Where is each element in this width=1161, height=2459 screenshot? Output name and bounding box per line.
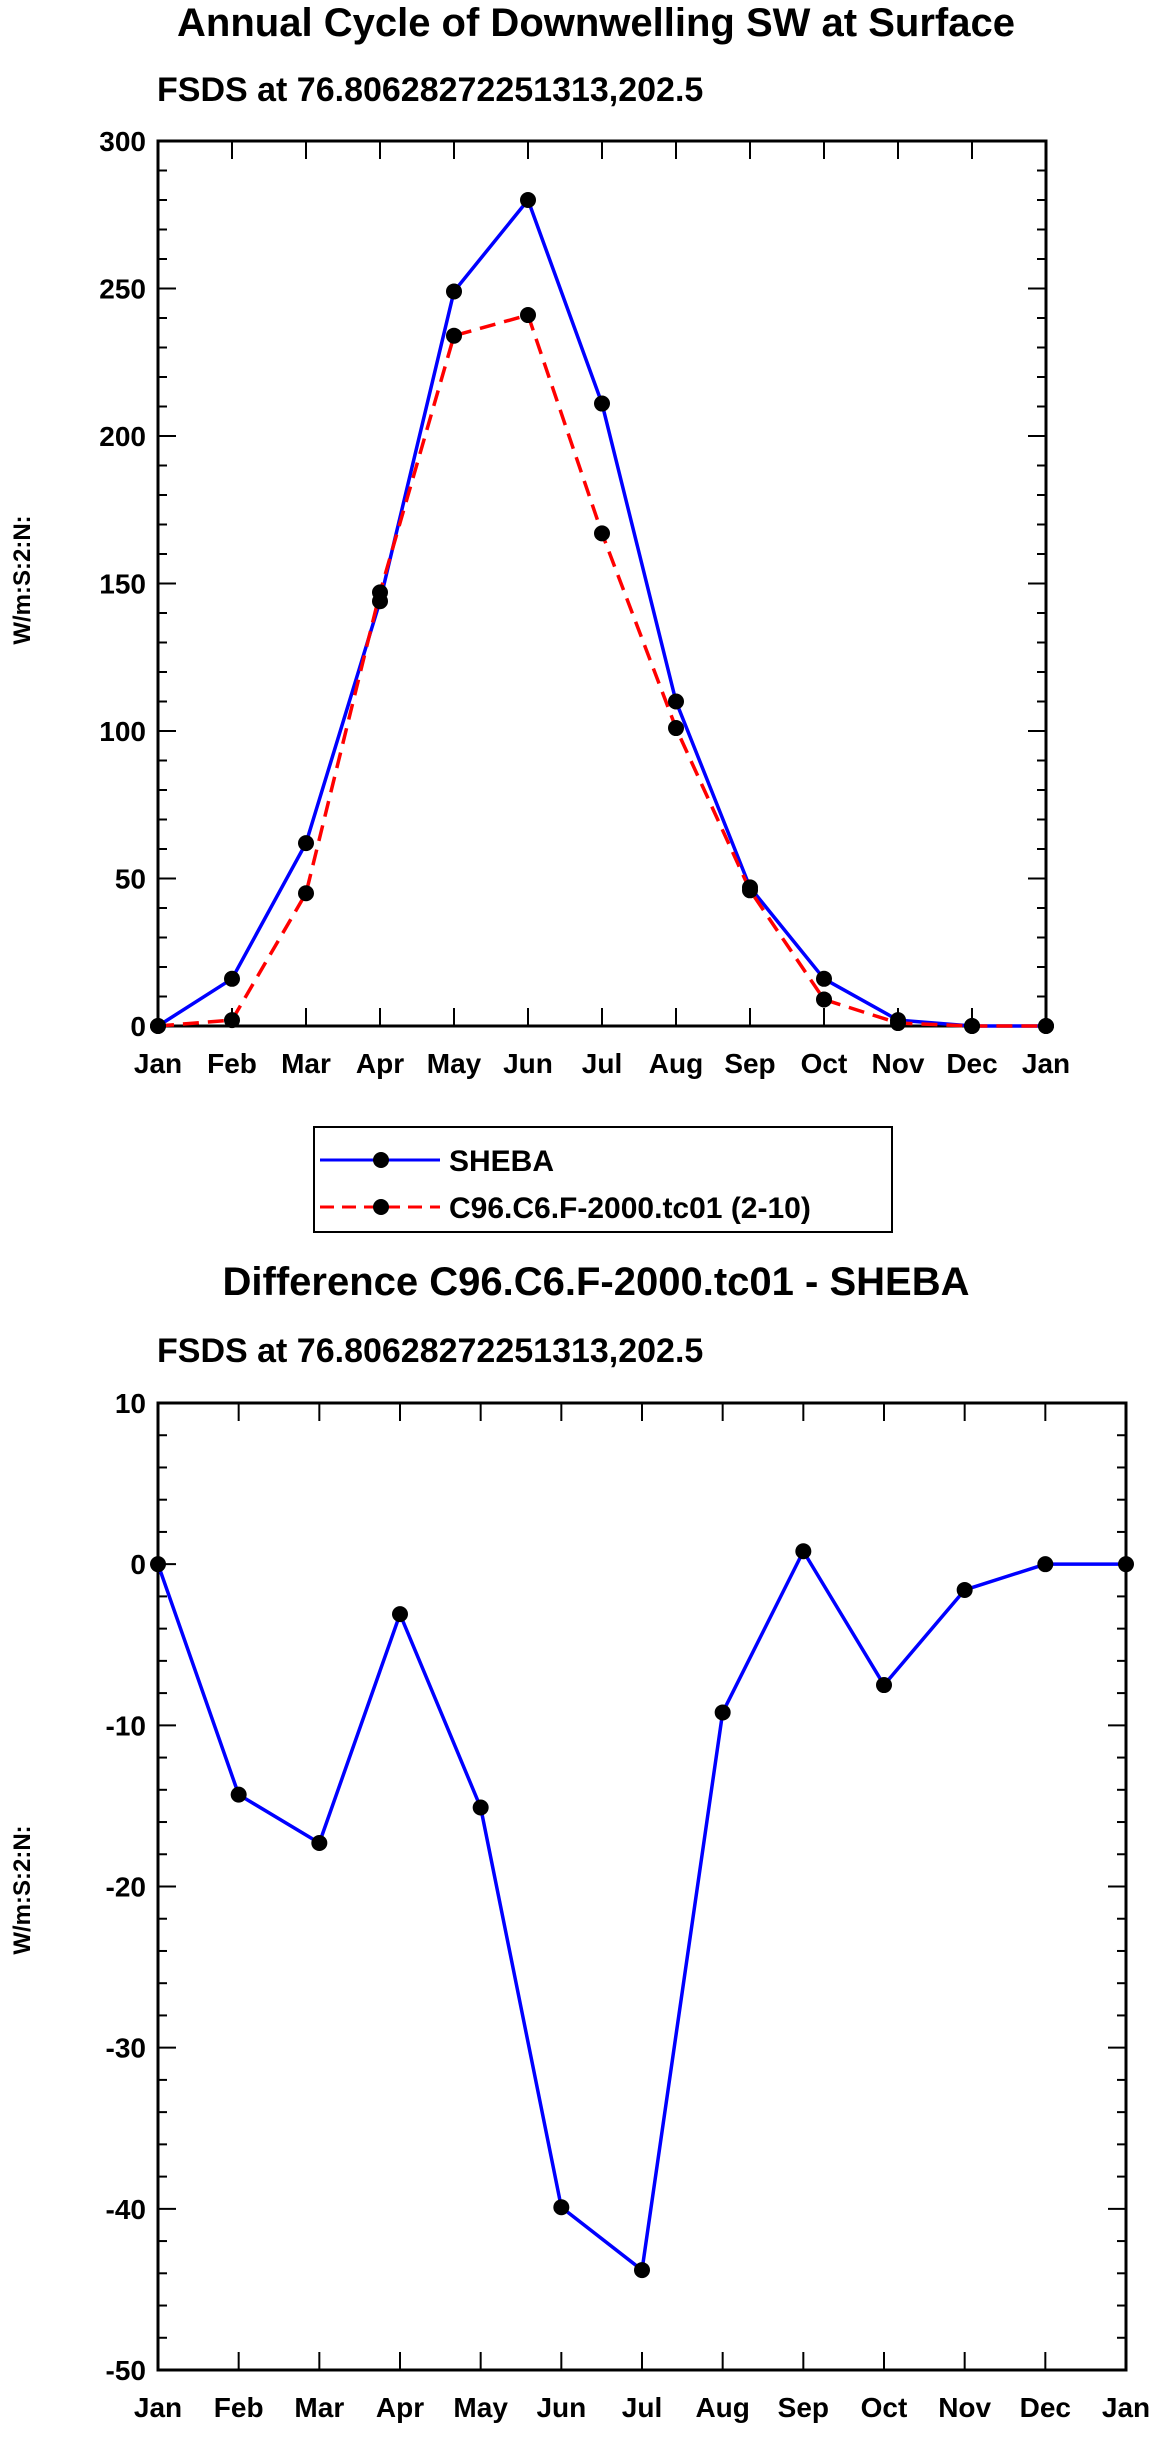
bottom-y-tick-label: -10	[106, 1710, 146, 1741]
top-plot-frame	[156, 139, 1048, 1028]
bottom-series-0-point	[311, 1834, 328, 1851]
top-series-1-point	[594, 525, 610, 542]
top-y-tick-label: 300	[99, 126, 146, 157]
top-series-0-point	[298, 835, 314, 852]
bottom-x-tick-label: Nov	[938, 2392, 991, 2423]
top-y-tick-label: 150	[99, 569, 146, 600]
bottom-x-tick-label: May	[453, 2392, 508, 2423]
bottom-x-tick-label: Apr	[376, 2392, 424, 2423]
bottom-chart-subtitle: FSDS at 76.80628272251313,202.5	[157, 1332, 703, 1370]
top-series-0-point	[446, 283, 462, 300]
bottom-x-tick-label: Dec	[1020, 2392, 1071, 2423]
top-plot-area: 0 50 100 150 200 250 300 Jan Feb Mar Apr May Jun Jul A…	[99, 126, 1070, 1079]
legend-sheba-marker	[373, 1152, 389, 1168]
top-x-tick-label: Nov	[872, 1048, 925, 1079]
bottom-plot-area: -50 -40 -30 -20 -10 0 10 Jan Feb Mar Apr May Jun Jul A…	[106, 1388, 1151, 2423]
top-series-1-point	[446, 327, 462, 344]
top-series-1-point	[1038, 1018, 1054, 1034]
bottom-x-tick-label: Jan	[1102, 2392, 1150, 2423]
legend-box	[313, 1126, 893, 1233]
top-chart-ylabel: W/m:S:2:N:	[9, 515, 36, 644]
top-chart-title: Annual Cycle of Downwelling SW at Surfac…	[177, 1, 1015, 45]
top-x-tick-label: Sep	[724, 1048, 775, 1079]
top-series-1-point	[150, 1018, 166, 1034]
bottom-series-0-point	[1037, 1556, 1054, 1573]
top-y-tick-label: 200	[99, 421, 146, 452]
legend: SHEBA C96.C6.F-2000.tc01 (2-10)	[313, 1126, 893, 1233]
bottom-series-0-point	[876, 1677, 892, 1694]
top-chart-subtitle: FSDS at 76.80628272251313,202.5	[157, 71, 703, 109]
top-x-tick-label: May	[427, 1048, 482, 1079]
top-x-tick-label: Feb	[207, 1048, 257, 1079]
top-x-tick-label: Oct	[801, 1048, 848, 1079]
top-series-1-point	[742, 882, 758, 899]
bottom-plot-frame	[156, 1401, 1128, 2372]
top-series-1-point	[224, 1012, 240, 1029]
top-chart: Annual Cycle of Downwelling SW at Surfac…	[9, 1, 1070, 1079]
bottom-y-tick-label: -20	[106, 1872, 146, 1903]
bottom-series-0-point	[392, 1606, 408, 1623]
bottom-series-0-point	[230, 1786, 247, 1803]
legend-sheba-label: SHEBA	[449, 1145, 554, 1178]
bottom-series-0-point	[956, 1581, 973, 1598]
bottom-chart-title: Difference C96.C6.F-2000.tc01 - SHEBA	[223, 1260, 970, 1304]
top-series-0-point	[594, 395, 610, 412]
bottom-x-tick-label: Sep	[778, 2392, 829, 2423]
top-series-1-point	[890, 1015, 906, 1032]
legend-model-label: C96.C6.F-2000.tc01 (2-10)	[449, 1192, 811, 1225]
bottom-series-0-point	[150, 1556, 166, 1573]
top-series-0-point	[224, 970, 240, 987]
top-series-1-point	[298, 885, 314, 902]
top-series-1-point	[964, 1018, 980, 1034]
top-series-line-1	[157, 313, 1046, 1028]
bottom-x-tick-label: Jul	[622, 2392, 662, 2423]
top-x-tick-label: Dec	[946, 1048, 997, 1079]
top-y-tick-label: 0	[130, 1011, 146, 1042]
bottom-y-tick-label: -40	[106, 2194, 146, 2225]
bottom-y-tick-label: -30	[106, 2033, 146, 2064]
bottom-x-tick-label: Feb	[214, 2392, 264, 2423]
top-series-1-point	[372, 584, 388, 601]
bottom-x-tick-label: Mar	[294, 2392, 344, 2423]
bottom-series-0-point	[714, 1704, 731, 1721]
top-y-tick-label: 100	[99, 716, 146, 747]
bottom-series-0-point	[1118, 1556, 1134, 1573]
top-x-tick-label: Apr	[356, 1048, 404, 1079]
bottom-y-tick-label: 0	[130, 1549, 146, 1580]
bottom-series-0-point	[634, 2262, 650, 2279]
top-x-tick-label: Aug	[649, 1048, 703, 1079]
bottom-series-line-0	[156, 1549, 1126, 2272]
top-x-tick-label: Jan	[134, 1048, 182, 1079]
bottom-x-tick-label: Oct	[861, 2392, 908, 2423]
legend-model-marker	[373, 1199, 389, 1215]
bottom-x-tick-label: Jun	[536, 2392, 586, 2423]
top-x-tick-label: Mar	[281, 1048, 331, 1079]
top-series-0-point	[668, 693, 684, 710]
top-series-0-point	[520, 192, 536, 208]
top-series-1-point	[520, 307, 536, 324]
bottom-x-tick-label: Jan	[134, 2392, 182, 2423]
top-y-tick-label: 50	[115, 864, 146, 895]
top-series-line-0	[157, 198, 1046, 1028]
top-series-1-point	[668, 720, 684, 737]
bottom-series-0-point	[553, 2199, 570, 2216]
top-x-tick-label: Jan	[1022, 1048, 1070, 1079]
top-series-0-point	[816, 970, 832, 987]
bottom-series-0-point	[795, 1543, 812, 1560]
top-x-tick-label: Jul	[582, 1048, 622, 1079]
bottom-series-0-point	[472, 1799, 489, 1816]
bottom-y-tick-label: -50	[106, 2355, 146, 2386]
top-y-tick-label: 250	[99, 274, 146, 305]
top-series-1-point	[816, 991, 832, 1008]
top-x-tick-label: Jun	[503, 1048, 553, 1079]
bottom-x-tick-label: Aug	[695, 2392, 749, 2423]
bottom-y-tick-label: 10	[115, 1388, 146, 1419]
bottom-chart: Difference C96.C6.F-2000.tc01 - SHEBA FS…	[9, 1260, 1150, 2423]
bottom-chart-ylabel: W/m:S:2:N:	[9, 1825, 36, 1954]
